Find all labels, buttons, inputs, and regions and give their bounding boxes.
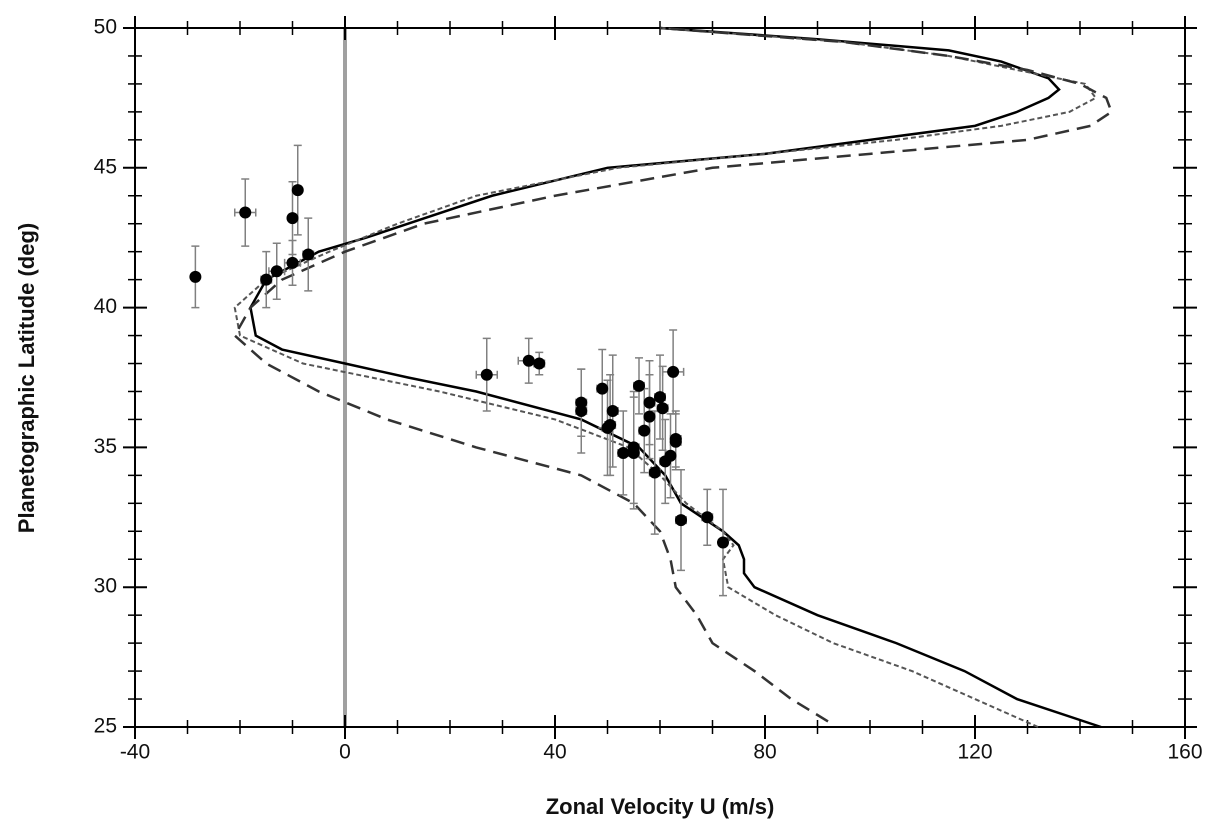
data-point (617, 446, 630, 459)
data-point (596, 382, 609, 395)
x-tick-label: -40 (120, 741, 150, 764)
data-point (643, 396, 656, 409)
data-point (701, 511, 714, 524)
y-tick-label: 45 (94, 155, 117, 178)
y-tick-label: 40 (94, 295, 117, 318)
x-tick-label: 160 (1167, 741, 1202, 764)
data-point (302, 248, 315, 261)
data-point (291, 184, 304, 197)
profile-line (233, 26, 1114, 723)
data-point (604, 419, 617, 432)
data-point (656, 402, 669, 415)
y-tick-label: 30 (94, 575, 117, 598)
data-point (239, 206, 252, 219)
data-point (189, 270, 202, 283)
data-point (480, 368, 493, 381)
data-point (286, 256, 299, 269)
x-tick-label: 80 (753, 741, 776, 764)
data-point (575, 396, 588, 409)
data-point (606, 405, 619, 418)
data-point (533, 357, 546, 370)
x-tick-label: 120 (957, 741, 992, 764)
data-point (643, 410, 656, 423)
y-tick-label: 35 (94, 435, 117, 458)
profile-line (233, 27, 1098, 728)
data-point (717, 536, 729, 549)
data-point (654, 391, 666, 404)
data-point (648, 466, 661, 479)
x-tick-label: 0 (339, 741, 351, 764)
data-point (286, 212, 299, 225)
profile-line (249, 26, 1102, 729)
y-axis-label: Planetographic Latitude (deg) (14, 223, 39, 533)
x-axis-label: Zonal Velocity U (m/s) (546, 794, 775, 819)
data-point (667, 365, 680, 378)
y-tick-label: 25 (94, 715, 117, 738)
data-point (575, 405, 588, 418)
data-point (638, 424, 651, 437)
y-tick-label: 50 (94, 16, 117, 39)
data-point (633, 379, 645, 392)
data-point (675, 514, 687, 527)
data-point (627, 441, 640, 454)
data-point (270, 265, 283, 278)
x-tick-label: 40 (543, 741, 566, 764)
data-point (260, 273, 273, 286)
data-point (664, 449, 677, 462)
data-point (522, 354, 535, 367)
data-point (669, 435, 682, 448)
